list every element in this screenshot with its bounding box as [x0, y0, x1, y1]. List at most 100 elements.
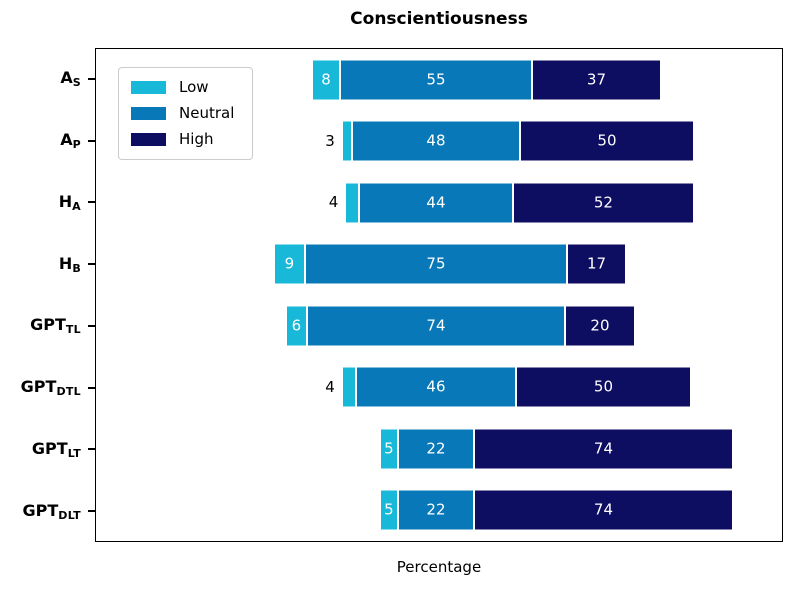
- bar-row: 5 5 22 74: [96, 418, 782, 480]
- bar-segment-low: 6: [285, 305, 307, 347]
- category-label: GPTDTL: [20, 377, 81, 399]
- y-axis-label: AS: [0, 48, 97, 110]
- segment-value: 5: [384, 439, 394, 458]
- bar-row: 9 9 75 17: [96, 234, 782, 296]
- category-label: GPTTL: [30, 315, 81, 337]
- legend-label: Low: [179, 78, 209, 96]
- stacked-bar: 8 8 55 37: [312, 59, 662, 101]
- segment-value: 55: [426, 70, 446, 89]
- bar-segment-neutral: 74: [306, 305, 566, 347]
- bar-segment-high: 52: [512, 182, 695, 224]
- bar-segment-neutral: 55: [340, 59, 532, 101]
- bar-segment-high: 74: [474, 489, 733, 531]
- segment-value: 5: [384, 500, 394, 519]
- bar-segment-high: 50: [516, 366, 691, 408]
- y-tick-mark: [88, 139, 97, 142]
- segment-value: 17: [586, 254, 607, 273]
- stacked-bar: 9 9 75 17: [273, 243, 627, 285]
- segment-value: 6: [291, 316, 302, 335]
- category-label: AS: [60, 68, 81, 90]
- legend-label: Neutral: [179, 104, 235, 122]
- bar-row: 3 3 48 50: [96, 111, 782, 173]
- legend-item-low: Low: [131, 80, 234, 95]
- bar-row: 5 5 22 74: [96, 480, 782, 542]
- x-axis-label: Percentage: [396, 558, 482, 576]
- y-tick-mark: [88, 386, 97, 389]
- category-label: HA: [58, 191, 81, 213]
- bar-segment-neutral: 75: [305, 243, 567, 285]
- category-label: GPTLT: [31, 438, 81, 460]
- bar-row: 4 4 46 50: [96, 357, 782, 419]
- legend-item-high: High: [131, 132, 234, 147]
- stacked-bar: 3 3 48 50: [325, 120, 695, 162]
- stacked-bar: 5 5 22 74: [380, 489, 733, 531]
- y-axis-label: GPTDTL: [0, 357, 97, 419]
- bar-segment-high: 17: [566, 243, 627, 285]
- segment-value: 20: [590, 316, 610, 335]
- segment-value: 44: [426, 193, 446, 212]
- plot-area: 8 8 55 37 3 3 48 50 4 4 44: [95, 48, 783, 542]
- y-tick-mark: [88, 201, 97, 204]
- category-label: AP: [60, 130, 81, 152]
- segment-value: 74: [426, 316, 446, 335]
- stacked-bar: 5 5 22 74: [380, 428, 733, 470]
- bar-segment-neutral: 22: [397, 428, 475, 470]
- segment-value: 48: [426, 131, 446, 150]
- bar-segment-low: 3: [341, 120, 353, 162]
- y-tick-mark: [88, 263, 97, 266]
- bar-row: 6 6 74 20: [96, 295, 782, 357]
- bar-segment-neutral: 22: [397, 489, 475, 531]
- y-axis-label: HB: [0, 233, 97, 295]
- bar-segment-low: 4: [345, 182, 360, 224]
- bar-row: 8 8 55 37: [96, 49, 782, 111]
- category-label: HB: [58, 253, 81, 275]
- y-tick-mark: [88, 448, 97, 451]
- stacked-bar: 6 6 74 20: [285, 305, 635, 347]
- y-tick-mark: [88, 324, 97, 327]
- segment-value: 50: [593, 377, 613, 396]
- bar-segment-high: 20: [565, 305, 635, 347]
- bar-segment-low: 5: [380, 428, 398, 470]
- segment-value: 75: [426, 254, 446, 273]
- y-axis-label: GPTLT: [0, 419, 97, 481]
- legend: Low Neutral High: [118, 67, 254, 160]
- segment-value: 52: [593, 193, 613, 212]
- legend-label: High: [179, 130, 214, 148]
- low-swatch-icon: [131, 81, 166, 94]
- low-value-outside-label: 4: [328, 193, 339, 212]
- legend-item-neutral: Neutral: [131, 106, 234, 121]
- bar-segment-neutral: 48: [352, 120, 520, 162]
- bar-segment-high: 74: [474, 428, 733, 470]
- bar-segment-high: 37: [531, 59, 662, 101]
- neutral-swatch-icon: [131, 107, 166, 120]
- bar-row: 4 4 44 52: [96, 172, 782, 234]
- bar-segment-low: 9: [273, 243, 306, 285]
- segment-value: 50: [597, 131, 617, 150]
- segment-value: 8: [321, 70, 331, 89]
- bar-segment-low: 4: [341, 366, 356, 408]
- segment-value: 74: [593, 439, 613, 458]
- segment-value: 74: [593, 500, 613, 519]
- low-value-outside-label: 3: [325, 131, 335, 150]
- bar-segment-high: 50: [519, 120, 695, 162]
- segment-value: 22: [426, 500, 446, 519]
- bar-rows: 8 8 55 37 3 3 48 50 4 4 44: [96, 49, 782, 541]
- bar-segment-low: 8: [312, 59, 340, 101]
- segment-value: 46: [426, 377, 446, 396]
- category-label: GPTDLT: [22, 500, 81, 522]
- low-value-outside-label: 4: [325, 377, 335, 396]
- y-tick-mark: [88, 77, 97, 80]
- stacked-bar: 4 4 46 50: [325, 366, 691, 408]
- y-axis-label: GPTDLT: [0, 480, 97, 542]
- y-axis-label: GPTTL: [0, 295, 97, 357]
- high-swatch-icon: [131, 133, 166, 146]
- segment-value: 37: [586, 70, 607, 89]
- segment-value: 22: [426, 439, 446, 458]
- segment-value: 9: [284, 254, 295, 273]
- bar-segment-neutral: 44: [359, 182, 513, 224]
- y-axis-labels: AS AP HA HB GPTTL GPTDTL GPTLT GPTDLT: [0, 48, 97, 542]
- chart-title: Conscientiousness: [350, 9, 528, 29]
- stacked-bar: 4 4 44 52: [329, 182, 695, 224]
- y-axis-label: AP: [0, 110, 97, 172]
